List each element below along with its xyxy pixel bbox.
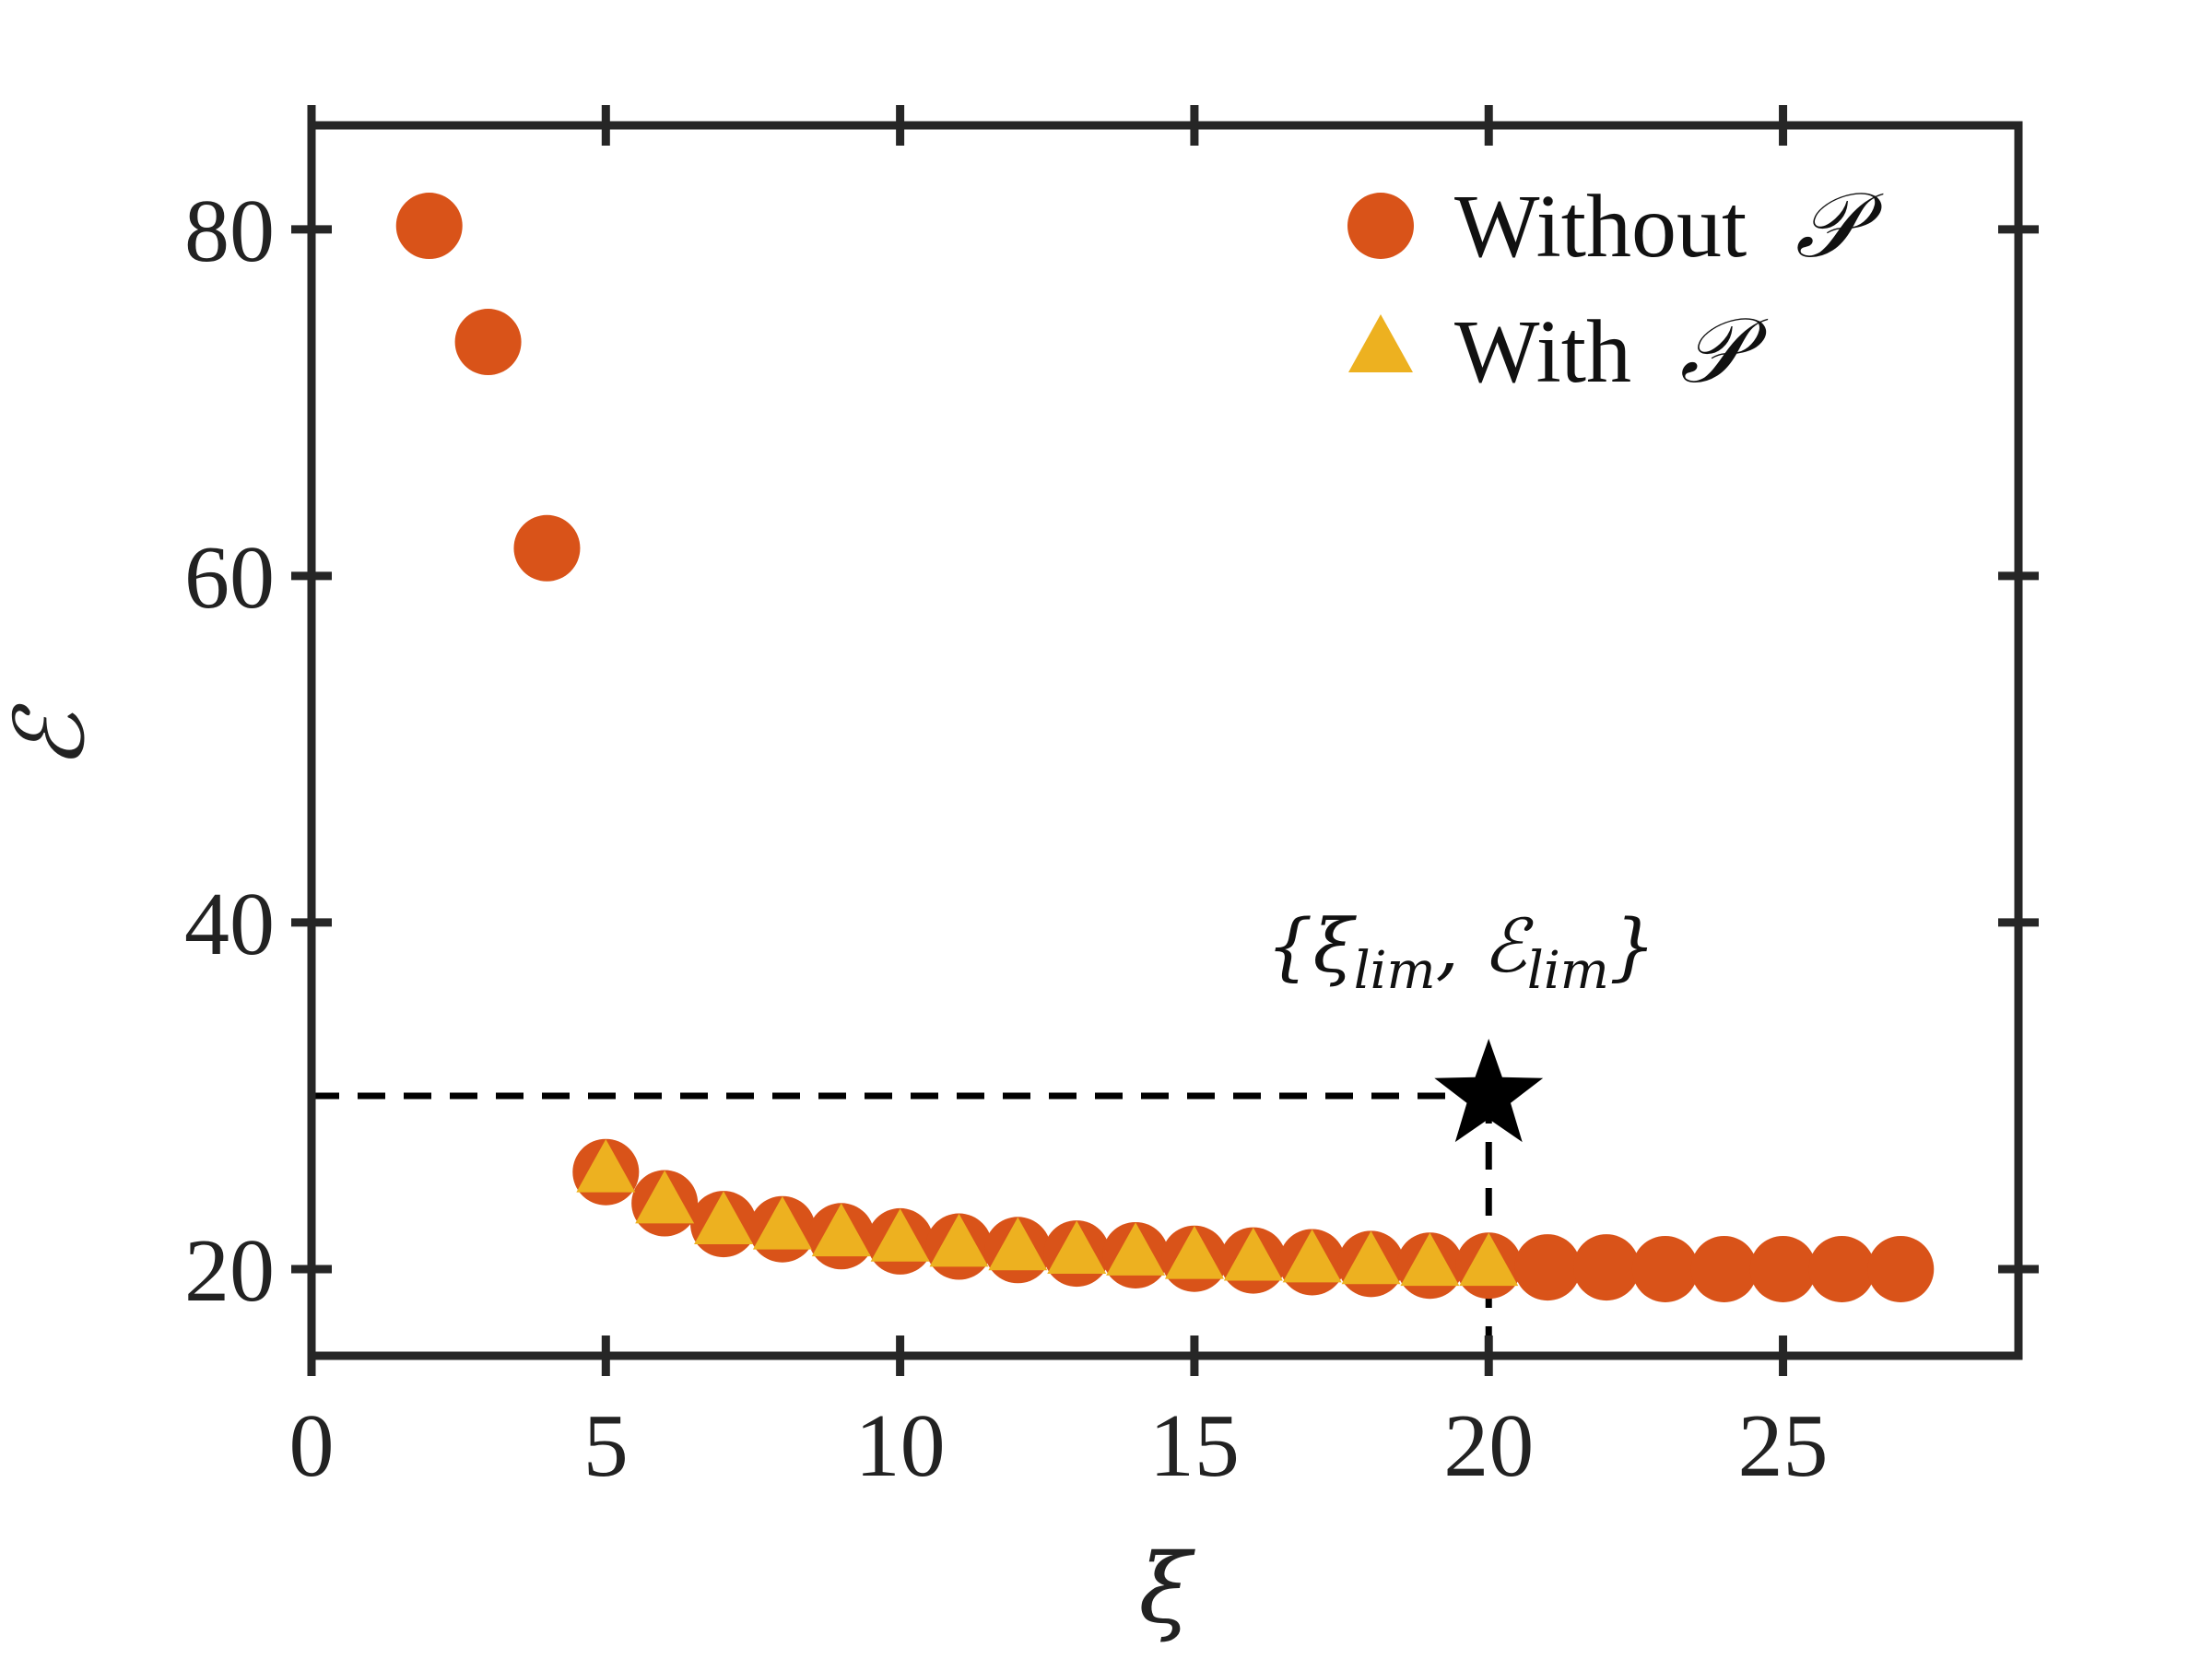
legend-marker-with [1348, 313, 1413, 372]
marker-without-p [1631, 1235, 1699, 1302]
marker-without-p [1690, 1235, 1758, 1302]
marker-with-p [870, 1208, 930, 1262]
limit-star-marker [1434, 1039, 1544, 1143]
marker-with-p [1164, 1225, 1224, 1279]
axis-tick-labels: 0 5 10 15 20 25 20 40 60 80 [184, 182, 1829, 1496]
x-tick-label: 0 [289, 1396, 335, 1496]
marker-with-p [1400, 1232, 1460, 1287]
y-tick-label: 20 [184, 1221, 275, 1321]
series-with-p [576, 1138, 1519, 1287]
y-axis-label: ℰ [0, 703, 106, 770]
limit-label-sub1: lim [1354, 941, 1436, 1001]
legend: Without 𝒫 With 𝒫 [1347, 173, 1884, 404]
limit-label-close: } [1609, 903, 1656, 989]
marker-without-p [1572, 1234, 1640, 1301]
x-tick-label: 25 [1738, 1396, 1829, 1496]
marker-with-p [635, 1170, 695, 1224]
marker-with-p [1223, 1227, 1283, 1281]
marker-without-p [395, 193, 463, 260]
plot-frame [307, 121, 2023, 1360]
legend-label-without: Without 𝒫 [1454, 173, 1884, 278]
marker-with-p [1282, 1229, 1342, 1283]
y-tick-label: 60 [184, 528, 275, 628]
limit-guide-lines [312, 1092, 1492, 1356]
marker-without-p [1808, 1235, 1876, 1302]
legend-label-with-word: With [1454, 302, 1631, 402]
marker-without-p [1867, 1235, 1935, 1302]
marker-with-p [1047, 1220, 1107, 1274]
x-tick-label: 20 [1443, 1396, 1534, 1496]
limit-label-mid: , ℰ [1436, 903, 1535, 989]
limit-label-sub2: lim [1527, 941, 1609, 1001]
x-axis-label: ξ [1138, 1533, 1195, 1645]
marker-with-p [694, 1191, 754, 1244]
limit-label-open: {ξ [1266, 903, 1358, 989]
axis-ticks [291, 105, 2039, 1376]
limit-point-group [1434, 1039, 1544, 1143]
legend-label-with: With 𝒫 [1454, 299, 1769, 404]
legend-marker-without [1347, 193, 1414, 259]
limit-point-label: {ξlim, ℰlim} [1266, 903, 1656, 1001]
marker-without-p [454, 309, 522, 376]
marker-without-p [513, 514, 581, 582]
legend-label-without-word: Without [1454, 177, 1747, 276]
y-tick-label: 80 [184, 182, 275, 281]
marker-without-p [1749, 1235, 1817, 1302]
marker-with-p [811, 1203, 871, 1257]
legend-label-with-symbol: 𝒫 [1680, 299, 1769, 404]
marker-with-p [988, 1217, 1048, 1271]
marker-with-p [1106, 1222, 1166, 1276]
marker-without-p [1514, 1234, 1582, 1301]
marker-with-p [1459, 1232, 1519, 1287]
legend-label-without-symbol: 𝒫 [1795, 173, 1884, 278]
x-tick-label: 10 [855, 1396, 946, 1496]
marker-with-p [576, 1138, 636, 1193]
marker-with-p [929, 1213, 989, 1267]
marker-with-p [1341, 1230, 1401, 1285]
y-tick-label: 40 [184, 875, 275, 974]
x-tick-label: 5 [583, 1396, 629, 1496]
x-tick-label: 15 [1149, 1396, 1240, 1496]
marker-with-p [752, 1196, 812, 1250]
